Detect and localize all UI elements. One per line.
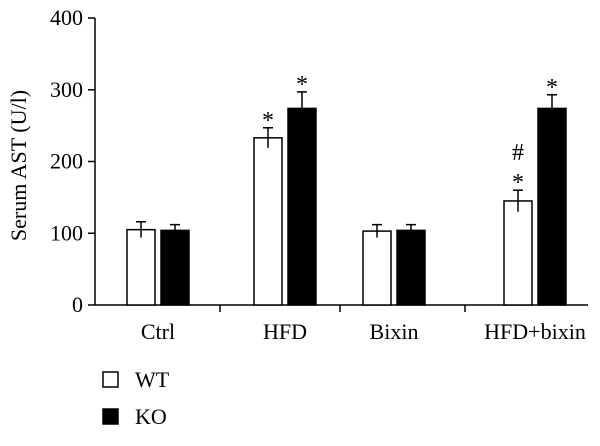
category-label: Ctrl [141,319,175,344]
y-tick-label: 400 [50,5,83,30]
bars: * * # * * [126,72,567,306]
y-tick-label: 200 [50,149,83,174]
bar-wt [362,230,392,306]
bar-wt [503,200,533,306]
y-tick-label: 0 [72,292,83,317]
significance-star: * [546,75,558,101]
category-label: HFD+bixin [484,319,586,344]
legend-swatch-ko [102,408,119,425]
axes: 0 100 200 300 400 Ctrl HFD Bixin HFD+bixin [50,5,588,344]
bar-ko [396,229,426,306]
legend-swatch-wt [102,371,119,388]
y-axis-label: Serum AST (U/l) [6,90,31,241]
significance-hash: # [512,140,524,166]
category-label: HFD [263,319,307,344]
bar-ko [287,107,317,306]
y-tick-label: 100 [50,220,83,245]
legend: WT KO [102,367,170,429]
significance-star: * [512,170,524,196]
significance-star: * [296,72,308,98]
y-tick-label: 300 [50,77,83,102]
significance-star: * [262,108,274,134]
bar-wt [253,137,283,306]
category-label: Bixin [370,319,419,344]
bar-ko [160,229,190,306]
bar-wt [126,228,156,306]
bar-ko [537,107,567,306]
legend-label: WT [135,367,170,392]
legend-label: KO [135,404,167,429]
